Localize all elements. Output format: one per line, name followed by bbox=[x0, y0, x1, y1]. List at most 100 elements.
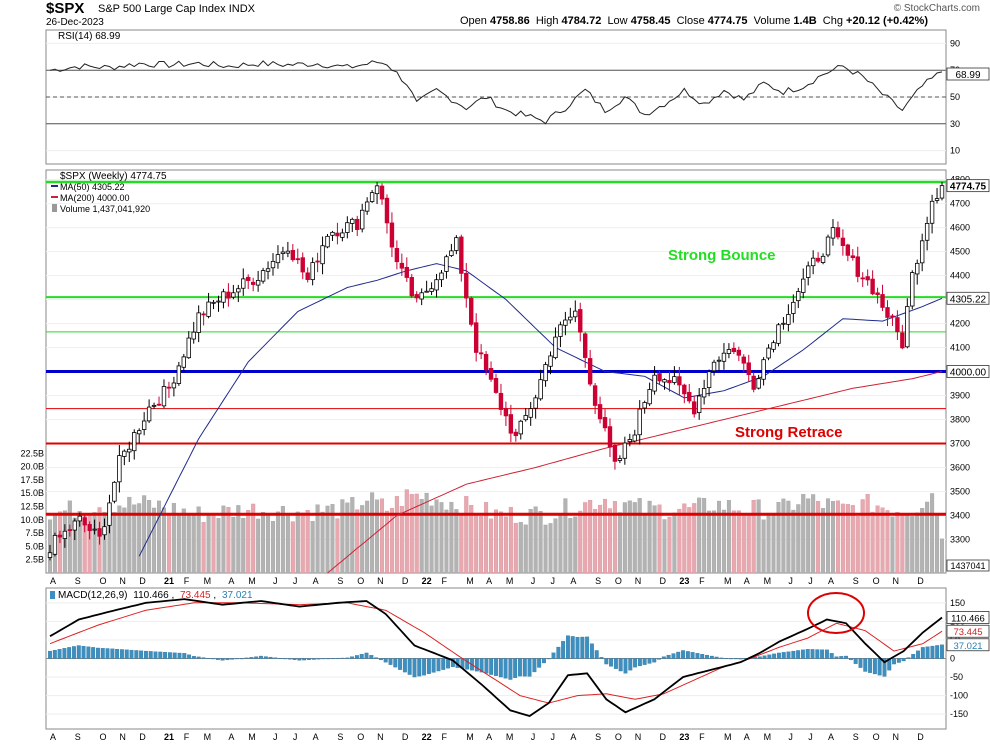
macd-hist-bar bbox=[815, 649, 820, 659]
macd-hist-bar bbox=[489, 658, 494, 675]
candle-body bbox=[850, 255, 855, 259]
x-axis-label: A bbox=[744, 732, 750, 742]
volume-bar bbox=[603, 498, 608, 574]
macd-hist-bar bbox=[546, 658, 551, 660]
candle-body bbox=[523, 415, 528, 421]
volume-tick-label: 22.5B bbox=[20, 448, 44, 458]
macd-hist-bar bbox=[676, 651, 681, 659]
candle-body bbox=[771, 342, 776, 350]
candle-body bbox=[211, 301, 216, 304]
candle-body bbox=[255, 279, 261, 286]
macd-hist-bar bbox=[786, 651, 791, 659]
volume-bar bbox=[503, 516, 508, 574]
price-flags: 4774.75 4305.22 4000.00 1437041 bbox=[946, 179, 990, 572]
x-axis-label: O bbox=[873, 576, 880, 586]
macd-hist-bar bbox=[302, 658, 307, 661]
macd-hist-bar bbox=[738, 658, 743, 660]
volume-bar bbox=[840, 503, 845, 574]
x-axis-label: 23 bbox=[679, 732, 689, 742]
price-tick-label: 4200 bbox=[950, 319, 970, 329]
x-axis-label: S bbox=[75, 576, 81, 586]
candle-body bbox=[806, 265, 811, 278]
macd-hist-bar bbox=[163, 652, 168, 659]
price-tick-label: 3400 bbox=[950, 510, 970, 520]
macd-hist-bar bbox=[882, 658, 887, 677]
volume-bar bbox=[429, 505, 434, 574]
macd-hist-bar bbox=[772, 653, 777, 659]
macd-hist-bar bbox=[206, 658, 211, 659]
volume-bar bbox=[845, 504, 850, 574]
macd-hist-bar bbox=[124, 649, 129, 659]
macd-flag-box bbox=[946, 611, 990, 624]
macd-hist-bar bbox=[935, 645, 940, 659]
x-axis-label: 22 bbox=[422, 576, 432, 586]
macd-hist-bar bbox=[633, 658, 638, 668]
candle-body bbox=[692, 401, 697, 415]
volume-bar bbox=[826, 498, 831, 574]
candle-body bbox=[290, 250, 296, 261]
x-axis-label: D bbox=[660, 576, 667, 586]
macd-hist-bar bbox=[316, 658, 321, 660]
candle-body bbox=[647, 389, 652, 405]
candle-body bbox=[840, 237, 846, 246]
candle-body bbox=[473, 322, 479, 353]
macd-hist-bar bbox=[287, 658, 292, 660]
macd-legend: MACD(12,26,9) 110.466 , 73.445 , 37.021 bbox=[58, 590, 253, 601]
candle-body bbox=[890, 315, 895, 318]
price-gridlines bbox=[46, 179, 946, 540]
candle-body bbox=[845, 244, 851, 256]
macd-hist-bar bbox=[436, 658, 441, 672]
volume-bar bbox=[72, 517, 77, 574]
candle-body bbox=[171, 382, 177, 389]
rsi-tick-label: 10 bbox=[950, 146, 960, 156]
price-tick-label: 3800 bbox=[950, 414, 970, 424]
volume-bar bbox=[885, 510, 890, 574]
volume-bar bbox=[731, 510, 736, 574]
macd-hist-bar bbox=[335, 657, 340, 659]
close-value: 4774.75 bbox=[707, 15, 748, 27]
macd-hist-bar bbox=[575, 637, 580, 659]
candle-body bbox=[929, 200, 935, 224]
open-label: Open bbox=[459, 15, 487, 27]
candle-body bbox=[796, 291, 801, 302]
macd-hist-bar bbox=[609, 658, 614, 667]
macd-flag-label: 73.445 bbox=[953, 627, 982, 638]
candle-body bbox=[355, 218, 360, 230]
volume-bar bbox=[776, 502, 781, 574]
volume-bar bbox=[251, 503, 256, 574]
index-name: S&P 500 Large Cap Index INDX bbox=[98, 3, 255, 15]
strong-retrace-annotation: Strong Retrace bbox=[735, 424, 843, 441]
volume-bar bbox=[578, 510, 583, 574]
candle-body bbox=[379, 185, 385, 200]
candle-body bbox=[687, 391, 692, 402]
macd-hist-bar bbox=[96, 647, 100, 659]
candle-body bbox=[151, 404, 157, 407]
macd-hist-bar bbox=[187, 654, 192, 659]
x-axis-label: D bbox=[660, 732, 667, 742]
macd-hist-bar bbox=[776, 652, 781, 659]
chart-date: 26-Dec-2023 bbox=[46, 17, 104, 28]
macd-hist-bar bbox=[244, 657, 249, 659]
candle-body bbox=[92, 528, 97, 531]
macd-hist-bar bbox=[762, 655, 767, 659]
volume-bar bbox=[320, 511, 325, 574]
macd-hist-bar bbox=[211, 658, 216, 660]
candle-body bbox=[424, 290, 429, 293]
volume-bar bbox=[548, 523, 553, 574]
candle-body bbox=[553, 336, 558, 359]
candle-body bbox=[459, 236, 464, 274]
macd-hist-bar bbox=[167, 652, 172, 659]
candle-body bbox=[498, 392, 504, 410]
candle-body bbox=[801, 278, 806, 293]
volume-bar bbox=[821, 508, 826, 574]
volume-bar bbox=[206, 513, 211, 574]
x-axis-label: J bbox=[273, 732, 278, 742]
volume-value: 1.4B bbox=[793, 15, 817, 27]
macd-hist-bar bbox=[340, 657, 345, 659]
macd-hist-bar bbox=[589, 643, 594, 659]
candle-body bbox=[394, 248, 400, 263]
candle-body bbox=[488, 368, 494, 380]
macd-hist-bar bbox=[916, 650, 920, 659]
candle-body bbox=[860, 277, 865, 280]
candle-body bbox=[47, 552, 53, 558]
